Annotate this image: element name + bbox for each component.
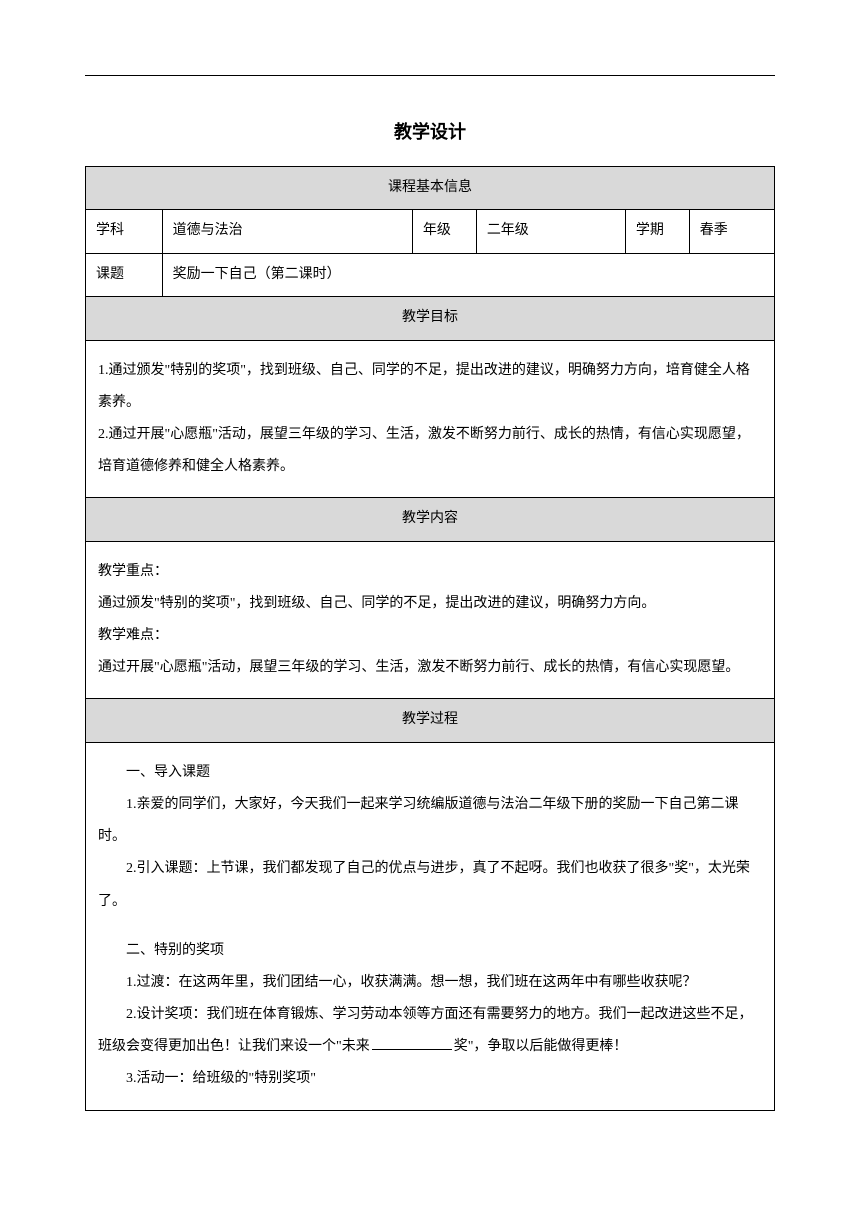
focus-label: 教学重点：	[98, 556, 762, 588]
content-header-row: 教学内容	[86, 498, 775, 541]
objectives-content-row: 1.通过颁发"特别的奖项"，找到班级、自己、同学的不足，提出改进的建议，明确努力…	[86, 340, 775, 498]
section-gap-1	[98, 918, 762, 935]
subject-value: 道德与法治	[162, 210, 412, 253]
objective-2: 2.通过开展"心愿瓶"活动，展望三年级的学习、生活，激发不断努力前行、成长的热情…	[98, 419, 762, 483]
section2-item1: 1.过渡：在这两年里，我们团结一心，收获满满。想一想，我们班在这两年中有哪些收获…	[98, 967, 762, 999]
content-row: 教学重点： 通过颁发"特别的奖项"，找到班级、自己、同学的不足，提出改进的建议，…	[86, 541, 775, 699]
section1-item2: 2.引入课题：上节课，我们都发现了自己的优点与进步，真了不起呀。我们也收获了很多…	[98, 853, 762, 917]
process-header-row: 教学过程	[86, 699, 775, 742]
focus-text: 通过颁发"特别的奖项"，找到班级、自己、同学的不足，提出改进的建议，明确努力方向…	[98, 588, 762, 620]
objectives-header: 教学目标	[86, 297, 775, 340]
basic-info-header: 课程基本信息	[86, 167, 775, 210]
section2-item2-pre: 2.设计奖项：我们班在体育锻炼、学习劳动本领等方面还有需要努力的地方。我们一起改…	[98, 1007, 753, 1054]
difficulty-text: 通过开展"心愿瓶"活动，展望三年级的学习、生活，激发不断努力前行、成长的热情，有…	[98, 652, 762, 684]
content-header: 教学内容	[86, 498, 775, 541]
objectives-header-row: 教学目标	[86, 297, 775, 340]
content-body: 教学重点： 通过颁发"特别的奖项"，找到班级、自己、同学的不足，提出改进的建议，…	[86, 541, 775, 699]
page-title: 教学设计	[85, 118, 775, 144]
section2-item3: 3.活动一：给班级的"特别奖项"	[98, 1063, 762, 1095]
topic-value: 奖励一下自己（第二课时）	[162, 253, 774, 296]
process-content-row: 一、导入课题 1.亲爱的同学们，大家好，今天我们一起来学习统编版道德与法治二年级…	[86, 742, 775, 1110]
difficulty-label: 教学难点：	[98, 620, 762, 652]
top-divider	[85, 75, 775, 76]
subject-row: 学科 道德与法治 年级 二年级 学期 春季	[86, 210, 775, 253]
section2-item2-post: 奖"，争取以后能做得更棒！	[454, 1039, 628, 1054]
process-body: 一、导入课题 1.亲爱的同学们，大家好，今天我们一起来学习统编版道德与法治二年级…	[86, 742, 775, 1110]
topic-label: 课题	[86, 253, 163, 296]
objectives-content: 1.通过颁发"特别的奖项"，找到班级、自己、同学的不足，提出改进的建议，明确努力…	[86, 340, 775, 498]
semester-value: 春季	[689, 210, 774, 253]
grade-value: 二年级	[476, 210, 625, 253]
subject-label: 学科	[86, 210, 163, 253]
lesson-plan-table: 课程基本信息 学科 道德与法治 年级 二年级 学期 春季 课题 奖励一下自己（第…	[85, 166, 775, 1111]
section1-item1: 1.亲爱的同学们，大家好，今天我们一起来学习统编版道德与法治二年级下册的奖励一下…	[98, 789, 762, 853]
process-header: 教学过程	[86, 699, 775, 742]
basic-info-header-row: 课程基本信息	[86, 167, 775, 210]
objective-1: 1.通过颁发"特别的奖项"，找到班级、自己、同学的不足，提出改进的建议，明确努力…	[98, 355, 762, 419]
section2-item2: 2.设计奖项：我们班在体育锻炼、学习劳动本领等方面还有需要努力的地方。我们一起改…	[98, 999, 762, 1063]
section2-title: 二、特别的奖项	[98, 935, 762, 967]
section1-title: 一、导入课题	[98, 757, 762, 789]
semester-label: 学期	[625, 210, 689, 253]
blank-fill	[372, 1049, 452, 1050]
grade-label: 年级	[412, 210, 476, 253]
topic-row: 课题 奖励一下自己（第二课时）	[86, 253, 775, 296]
